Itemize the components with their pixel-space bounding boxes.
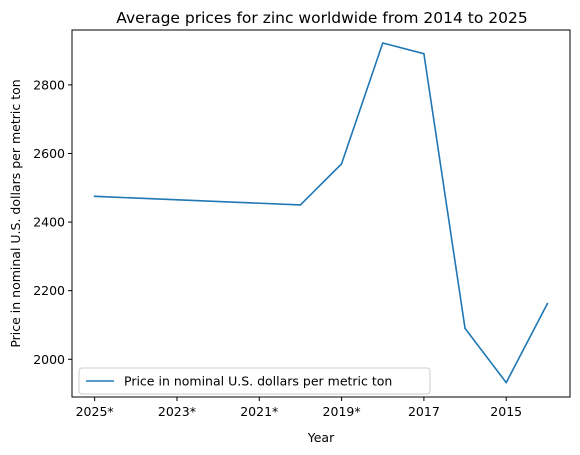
x-tick-label: 2023* <box>158 404 196 419</box>
data-point <box>423 52 425 55</box>
legend-label: Price in nominal U.S. dollars per metric… <box>124 374 392 389</box>
y-tick-label: 2000 <box>33 352 65 367</box>
series-line <box>93 42 549 384</box>
x-tick-label: 2021* <box>240 404 278 419</box>
x-tick-label: 2025* <box>76 404 114 419</box>
y-tick-label: 2600 <box>33 146 65 161</box>
data-point <box>93 195 96 198</box>
data-point <box>299 204 302 206</box>
y-tick-label: 2800 <box>33 77 65 92</box>
legend-box <box>78 367 431 395</box>
data-point <box>464 327 466 330</box>
x-tick-label: 2015 <box>490 404 522 419</box>
y-tick-label: 2400 <box>33 215 65 230</box>
x-axis: 2025* 2023* 2021* 2019* 2017 2015 <box>76 397 522 419</box>
y-axis-label: Price in nominal U.S. dollars per metric… <box>8 79 23 347</box>
series-layer <box>93 42 549 384</box>
y-tick-label: 2200 <box>33 283 65 298</box>
plot-frame <box>71 29 571 398</box>
data-point <box>340 162 343 165</box>
chart-title: Average prices for zinc worldwide from 2… <box>116 9 527 27</box>
x-axis-label: Year <box>307 430 335 445</box>
legend: Price in nominal U.S. dollars per metric… <box>78 367 431 395</box>
x-tick-label: 2019* <box>323 404 361 419</box>
data-point <box>505 381 508 384</box>
y-axis: 2000 2200 2400 2600 2800 <box>33 77 72 367</box>
data-point <box>381 42 384 44</box>
data-point <box>546 302 549 305</box>
x-tick-label: 2017 <box>408 404 440 419</box>
